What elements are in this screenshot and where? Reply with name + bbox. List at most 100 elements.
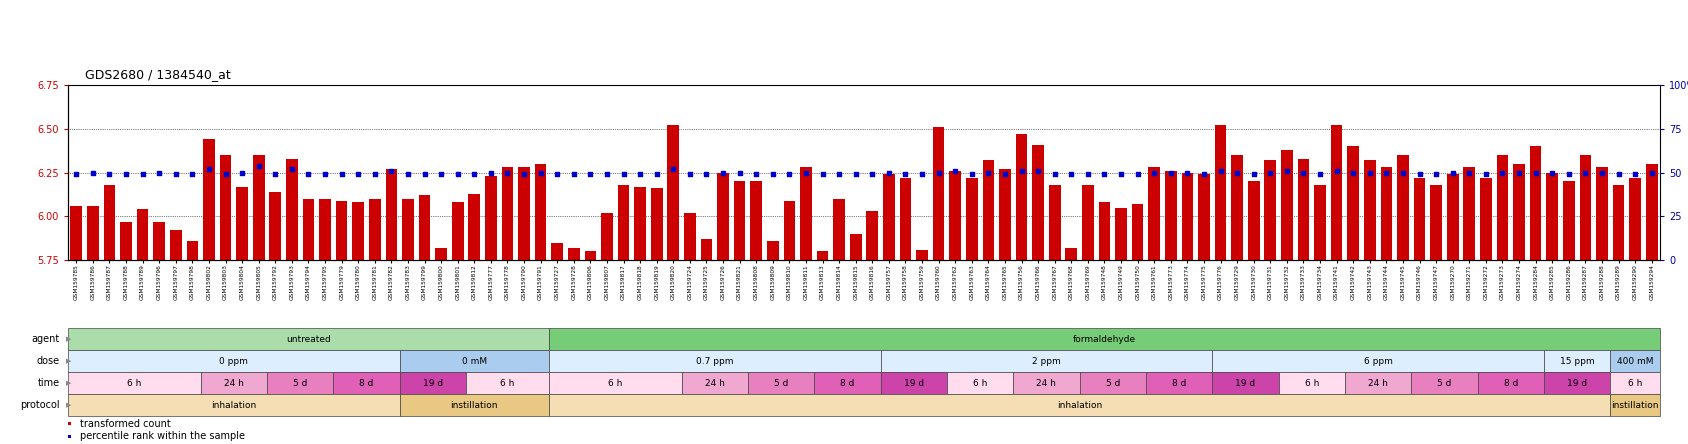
- Bar: [1016, 134, 1028, 260]
- Point: [577, 170, 604, 178]
- Bar: [1381, 167, 1393, 260]
- Point: [809, 170, 836, 178]
- Point: [660, 166, 687, 173]
- Point: [1572, 169, 1599, 176]
- Bar: [584, 251, 596, 260]
- Point: [1158, 169, 1185, 176]
- Bar: [701, 239, 712, 260]
- Text: 5 d: 5 d: [773, 378, 788, 388]
- Point: [461, 170, 488, 178]
- Point: [412, 170, 439, 178]
- Point: [1506, 169, 1533, 176]
- Bar: [900, 178, 912, 260]
- Point: [842, 170, 869, 178]
- Bar: [1247, 181, 1259, 260]
- Text: 6 h: 6 h: [500, 378, 515, 388]
- Point: [1355, 169, 1382, 176]
- Bar: [1065, 248, 1077, 260]
- Text: 19 d: 19 d: [1236, 378, 1256, 388]
- Bar: [1033, 144, 1043, 260]
- Point: [295, 170, 322, 178]
- Bar: [120, 222, 132, 260]
- Point: [312, 170, 339, 178]
- Text: 5 d: 5 d: [1106, 378, 1119, 388]
- Bar: [1198, 174, 1210, 260]
- Text: ▶: ▶: [66, 358, 71, 364]
- Point: [643, 170, 670, 178]
- Point: [1290, 169, 1317, 176]
- Point: [991, 170, 1018, 178]
- Point: [213, 170, 240, 178]
- Bar: [800, 167, 812, 260]
- Text: 24 h: 24 h: [1369, 378, 1388, 388]
- Point: [1489, 169, 1516, 176]
- Point: [1124, 170, 1151, 178]
- Point: [495, 169, 522, 176]
- Bar: [71, 206, 83, 260]
- Bar: [966, 178, 977, 260]
- Text: 24 h: 24 h: [225, 378, 243, 388]
- Point: [976, 169, 1003, 176]
- Point: [1440, 169, 1467, 176]
- Bar: [1133, 204, 1143, 260]
- Bar: [1215, 125, 1227, 260]
- Bar: [917, 250, 928, 260]
- Bar: [883, 174, 895, 260]
- Point: [527, 169, 554, 176]
- Bar: [270, 192, 282, 260]
- Point: [162, 170, 189, 178]
- Point: [1241, 170, 1268, 178]
- Point: [1539, 169, 1566, 176]
- Bar: [1529, 146, 1541, 260]
- Point: [1025, 167, 1052, 174]
- Point: [709, 169, 736, 176]
- Point: [594, 170, 621, 178]
- Point: [1307, 170, 1334, 178]
- Point: [145, 169, 172, 176]
- Text: 6 h: 6 h: [608, 378, 623, 388]
- Point: [279, 166, 306, 173]
- Bar: [1546, 173, 1558, 260]
- Bar: [1048, 185, 1060, 260]
- Text: time: time: [37, 378, 59, 388]
- Point: [1074, 170, 1101, 178]
- Point: [427, 170, 454, 178]
- Bar: [567, 248, 579, 260]
- Bar: [353, 202, 365, 260]
- Bar: [469, 194, 479, 260]
- Text: percentile rank within the sample: percentile rank within the sample: [79, 431, 245, 441]
- Bar: [1315, 185, 1325, 260]
- Point: [62, 170, 89, 178]
- Point: [1588, 169, 1615, 176]
- Point: [1258, 169, 1285, 176]
- Bar: [999, 169, 1011, 260]
- Bar: [88, 206, 98, 260]
- Point: [196, 166, 223, 173]
- Point: [1323, 167, 1350, 174]
- Text: 0 mM: 0 mM: [463, 357, 486, 365]
- Point: [1639, 169, 1666, 176]
- Text: 5 d: 5 d: [1436, 378, 1452, 388]
- Bar: [1497, 155, 1509, 260]
- Bar: [1597, 167, 1607, 260]
- Text: GDS2680 / 1384540_at: GDS2680 / 1384540_at: [84, 67, 231, 80]
- Text: inhalation: inhalation: [1057, 400, 1102, 409]
- Bar: [236, 186, 248, 260]
- Text: inhalation: inhalation: [211, 400, 257, 409]
- Point: [245, 162, 272, 169]
- Bar: [1099, 202, 1111, 260]
- Point: [876, 169, 903, 176]
- Bar: [285, 159, 297, 260]
- Bar: [1512, 164, 1524, 260]
- Bar: [436, 248, 447, 260]
- Bar: [618, 185, 630, 260]
- Point: [327, 170, 354, 178]
- Bar: [518, 167, 530, 260]
- Point: [1455, 169, 1482, 176]
- Bar: [751, 181, 761, 260]
- Bar: [667, 125, 679, 260]
- Bar: [1298, 159, 1310, 260]
- Point: [792, 169, 819, 176]
- Point: [1523, 169, 1550, 176]
- Bar: [766, 241, 778, 260]
